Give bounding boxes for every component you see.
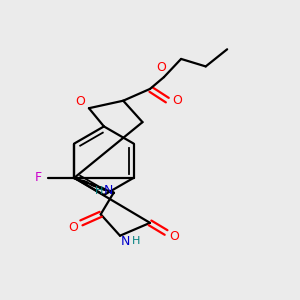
Text: O: O [75, 95, 85, 108]
Text: H: H [132, 236, 140, 246]
Text: O: O [172, 94, 182, 107]
Text: O: O [156, 61, 166, 74]
Text: O: O [170, 230, 180, 243]
Text: F: F [35, 171, 42, 184]
Text: N: N [103, 184, 113, 197]
Text: O: O [68, 220, 78, 234]
Text: H: H [94, 186, 103, 196]
Text: N: N [121, 235, 130, 248]
